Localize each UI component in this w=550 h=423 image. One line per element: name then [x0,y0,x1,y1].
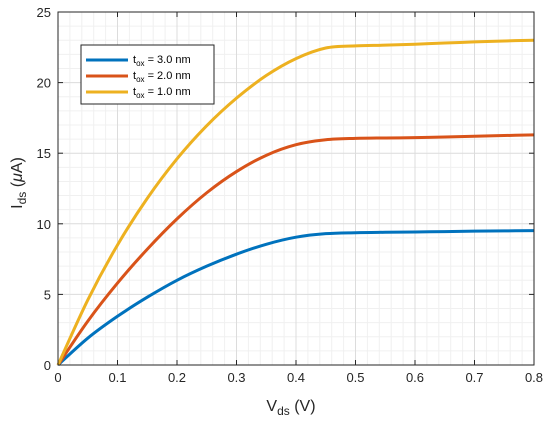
y-tick-label: 20 [37,76,51,91]
y-tick-label: 25 [37,5,51,20]
legend-entry: tox = 3.0 nm [86,54,191,68]
y-axis-label: Ids (μA) [9,157,29,209]
x-tick-label: 0.1 [108,370,126,385]
x-tick-label: 0.3 [227,370,245,385]
legend-entry: tox = 1.0 nm [86,86,191,100]
legend: tox = 3.0 nm tox = 2.0 nm tox = 1.0 nm [80,44,215,105]
series-line-2 [56,38,535,366]
x-tick-label: 0 [54,370,61,385]
x-axis-label: Vds (V) [266,398,315,418]
x-tick-label: 0.4 [287,370,305,385]
legend-label: tox = 2.0 nm [133,70,191,84]
x-tick-label: 0.6 [406,370,424,385]
tick-labels: 0 0.1 0.2 0.3 0.4 0.5 0.6 0.7 0.8 0 5 10 15 20 25 [37,5,544,385]
y-tick-label: 5 [44,287,51,302]
legend-entry: tox = 2.0 nm [86,70,191,84]
x-tick-label: 0.7 [465,370,483,385]
legend-label: tox = 3.0 nm [133,54,191,68]
x-tick-label: 0.8 [525,370,543,385]
series-line-1 [56,133,535,366]
series-layer [56,38,535,367]
y-tick-label: 0 [44,358,51,373]
legend-label: tox = 1.0 nm [133,86,191,100]
y-tick-label: 10 [37,217,51,232]
ticks [57,11,535,366]
series-line-0 [56,229,535,367]
x-tick-label: 0.5 [346,370,364,385]
x-tick-label: 0.2 [168,370,186,385]
y-tick-label: 15 [37,146,51,161]
